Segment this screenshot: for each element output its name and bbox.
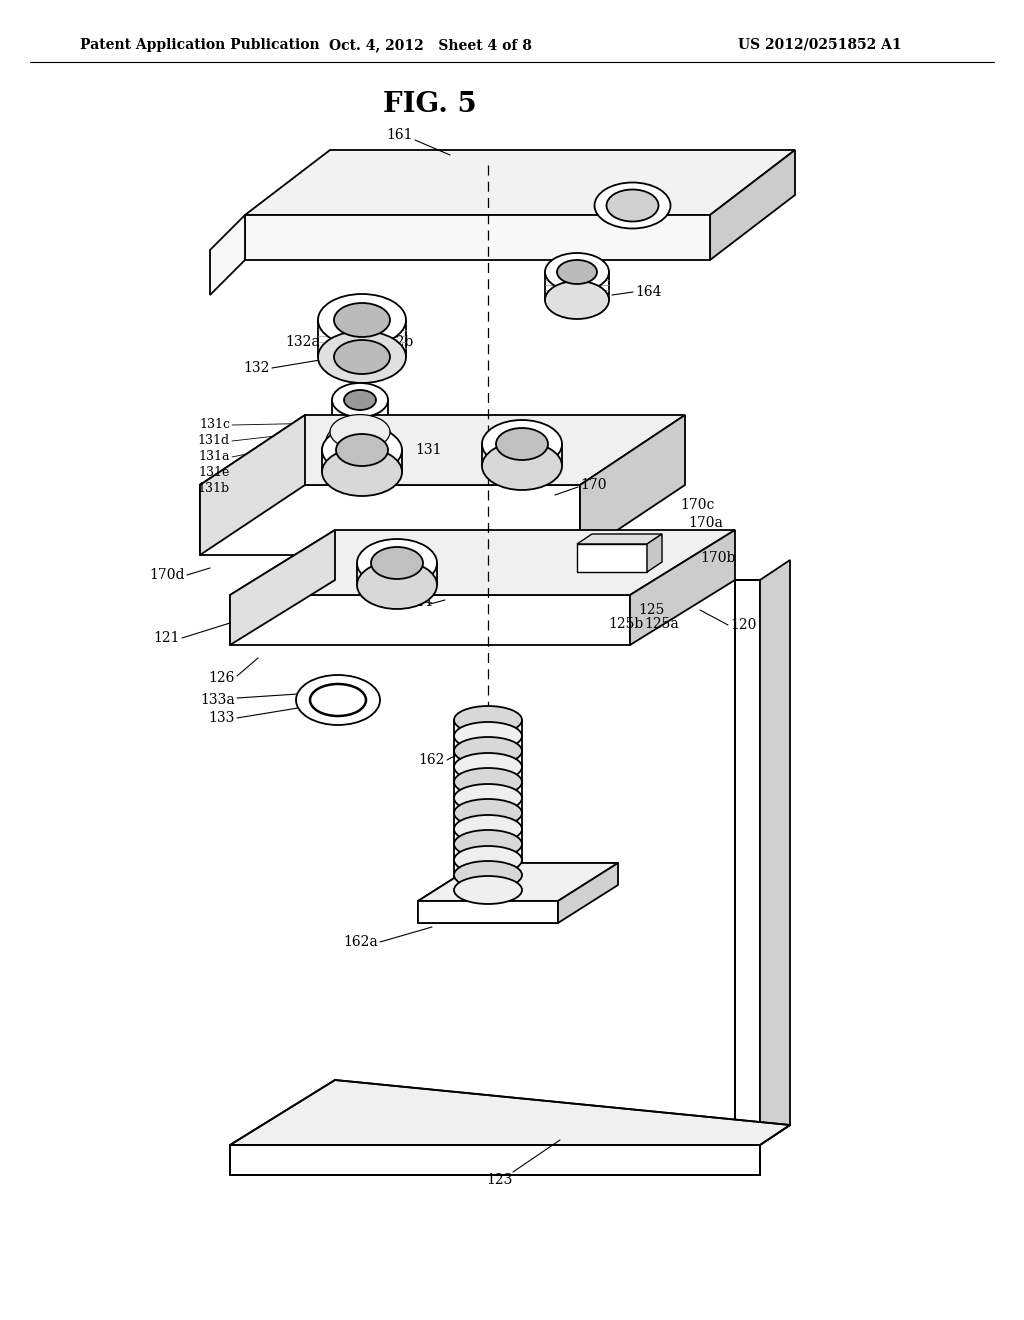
Polygon shape (245, 150, 795, 215)
Text: 162: 162 (419, 752, 445, 767)
Polygon shape (630, 531, 735, 645)
Text: 123: 123 (486, 1173, 513, 1187)
Ellipse shape (334, 304, 390, 337)
Text: 170a: 170a (688, 516, 723, 531)
Ellipse shape (482, 420, 562, 469)
Polygon shape (580, 414, 685, 554)
Text: 131b: 131b (198, 483, 230, 495)
Text: 170d: 170d (150, 568, 185, 582)
Polygon shape (418, 863, 618, 902)
Ellipse shape (357, 539, 437, 587)
Ellipse shape (454, 768, 522, 796)
Polygon shape (200, 484, 580, 554)
Ellipse shape (606, 190, 658, 222)
Ellipse shape (330, 414, 390, 449)
Text: 125: 125 (638, 603, 665, 616)
Polygon shape (577, 544, 647, 572)
Text: 131a: 131a (199, 450, 230, 463)
Ellipse shape (454, 876, 522, 904)
Text: 170b: 170b (700, 550, 735, 565)
Polygon shape (230, 1080, 790, 1144)
Text: US 2012/0251852 A1: US 2012/0251852 A1 (738, 38, 902, 51)
Text: 132: 132 (244, 360, 270, 375)
Ellipse shape (310, 684, 366, 715)
Ellipse shape (545, 253, 609, 290)
Text: 120: 120 (730, 618, 757, 632)
Polygon shape (230, 531, 735, 595)
Text: 131e: 131e (199, 466, 230, 479)
Ellipse shape (357, 561, 437, 609)
Ellipse shape (454, 846, 522, 874)
Text: 131c: 131c (199, 418, 230, 432)
Ellipse shape (595, 182, 671, 228)
Ellipse shape (557, 260, 597, 284)
Text: 125b: 125b (608, 616, 643, 631)
Polygon shape (230, 595, 630, 645)
Ellipse shape (482, 442, 562, 490)
Text: 126: 126 (209, 671, 234, 685)
Polygon shape (760, 560, 790, 1144)
Ellipse shape (454, 784, 522, 812)
Ellipse shape (326, 421, 394, 461)
Polygon shape (245, 215, 710, 260)
Text: 131: 131 (415, 444, 441, 457)
Ellipse shape (454, 752, 522, 781)
Text: 162a: 162a (343, 935, 378, 949)
Ellipse shape (344, 389, 376, 411)
Text: 164: 164 (635, 285, 662, 300)
Ellipse shape (454, 737, 522, 766)
Ellipse shape (336, 434, 388, 466)
Ellipse shape (454, 814, 522, 843)
Ellipse shape (322, 447, 402, 496)
Text: 132b: 132b (378, 335, 414, 348)
Text: 133a: 133a (201, 693, 234, 708)
Polygon shape (230, 1144, 760, 1175)
Text: 161: 161 (387, 128, 414, 143)
Ellipse shape (496, 428, 548, 459)
Polygon shape (230, 531, 335, 645)
Polygon shape (200, 414, 685, 484)
Ellipse shape (334, 341, 390, 374)
Ellipse shape (296, 675, 380, 725)
Text: 132a: 132a (286, 335, 319, 348)
Ellipse shape (332, 383, 388, 417)
Ellipse shape (545, 281, 609, 319)
Polygon shape (200, 414, 305, 554)
Polygon shape (710, 150, 795, 260)
Ellipse shape (454, 830, 522, 858)
Polygon shape (647, 535, 662, 572)
Text: 121: 121 (154, 631, 180, 645)
Ellipse shape (318, 294, 406, 346)
Text: 170c: 170c (680, 498, 715, 512)
Ellipse shape (322, 428, 398, 473)
Text: Patent Application Publication: Patent Application Publication (80, 38, 319, 51)
Text: FIG. 5: FIG. 5 (383, 91, 477, 119)
Ellipse shape (371, 546, 423, 579)
Ellipse shape (322, 426, 402, 474)
Ellipse shape (454, 722, 522, 750)
Ellipse shape (454, 799, 522, 828)
Text: 125a: 125a (644, 616, 679, 631)
Text: 124: 124 (407, 595, 433, 609)
Ellipse shape (454, 706, 522, 734)
Polygon shape (558, 863, 618, 923)
Ellipse shape (318, 331, 406, 383)
Polygon shape (418, 902, 558, 923)
Polygon shape (577, 535, 662, 544)
Text: 133: 133 (209, 711, 234, 725)
Polygon shape (735, 579, 760, 1144)
Text: 170: 170 (580, 478, 606, 492)
Text: 131d: 131d (198, 434, 230, 447)
Text: Oct. 4, 2012   Sheet 4 of 8: Oct. 4, 2012 Sheet 4 of 8 (329, 38, 531, 51)
Polygon shape (210, 215, 245, 294)
Ellipse shape (454, 861, 522, 888)
